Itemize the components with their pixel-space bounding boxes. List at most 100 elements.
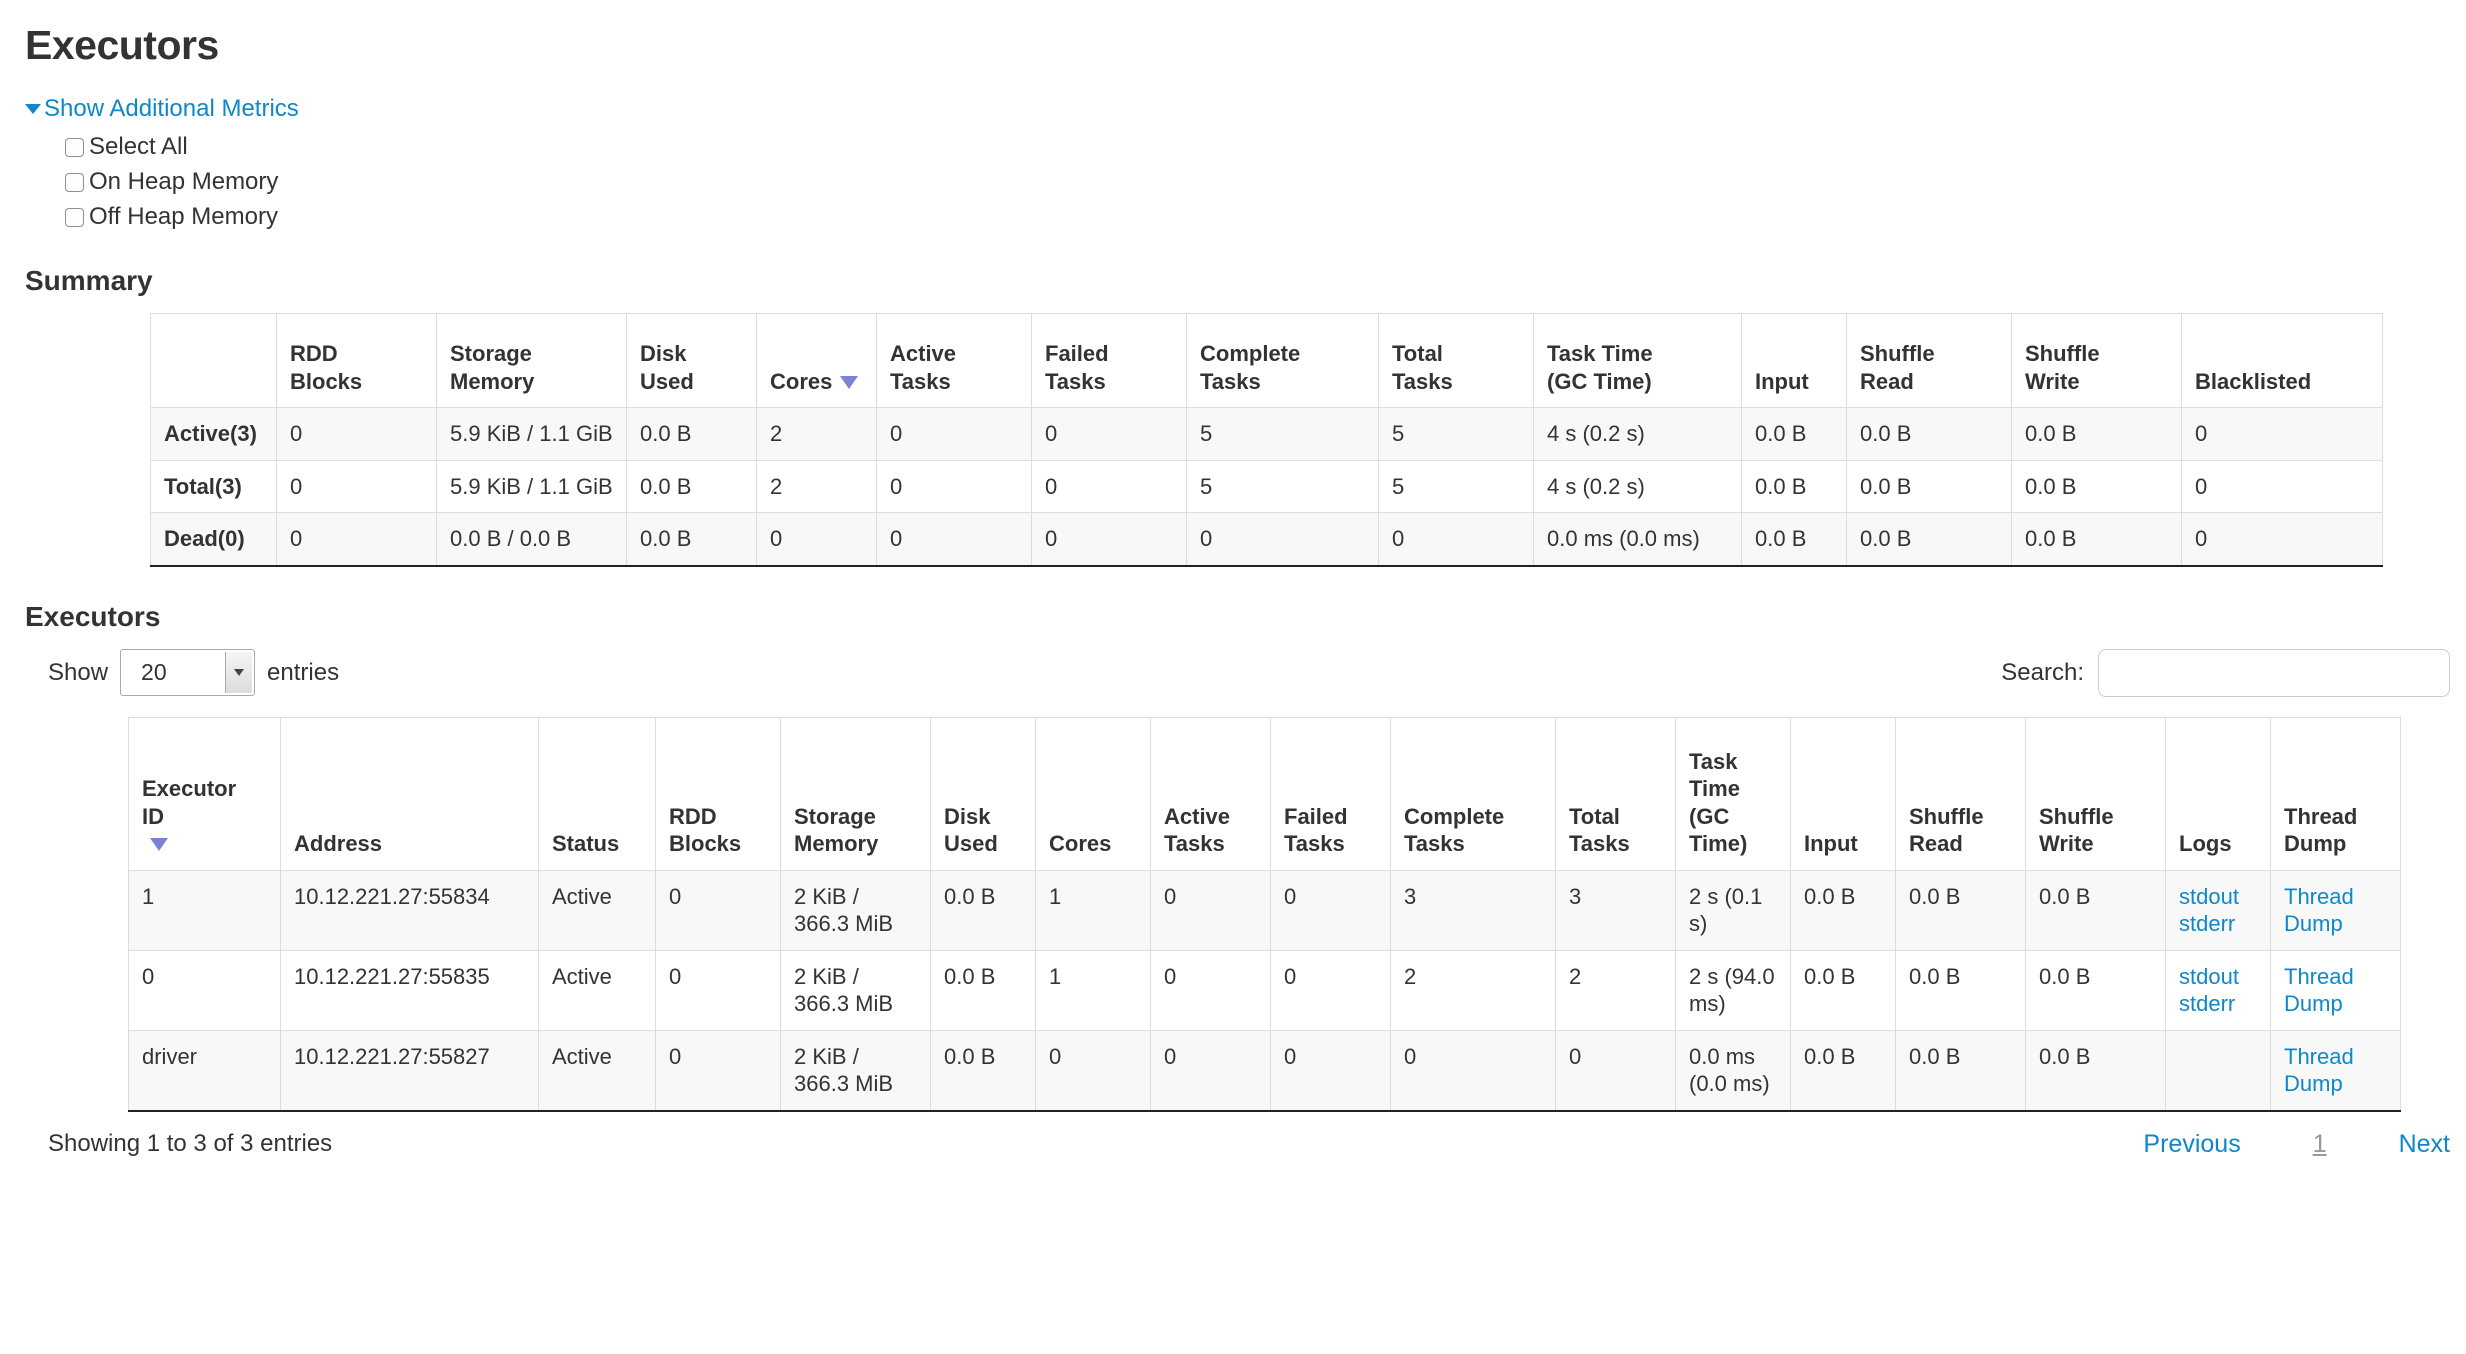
cell-cores: 1 (1035, 950, 1151, 1030)
col-header-total-tasks[interactable]: Total Tasks (1555, 717, 1676, 871)
cell-status: Active (538, 1030, 656, 1111)
cell-rdd-blocks: 0 (276, 512, 437, 566)
cell-rdd-blocks: 0 (655, 1030, 781, 1111)
col-header-task-time[interactable]: Task Time (GC Time) (1675, 717, 1791, 871)
table-footer: Showing 1 to 3 of 3 entries Previous 1 N… (48, 1130, 2450, 1159)
table-controls: Show 20 entries Search: (48, 648, 2450, 697)
cell-complete-tasks: 5 (1186, 407, 1379, 460)
col-header-blacklisted[interactable]: Blacklisted (2181, 313, 2383, 408)
col-header-complete-tasks[interactable]: Complete Tasks (1390, 717, 1556, 871)
col-header-shuffle-read[interactable]: Shuffle Read (1895, 717, 2026, 871)
thread-dump-link[interactable]: Thread Dump (2284, 883, 2354, 937)
cell-active-tasks: 0 (1150, 1030, 1271, 1111)
cell-rdd-blocks: 0 (655, 950, 781, 1030)
col-header-active-tasks[interactable]: Active Tasks (1150, 717, 1271, 871)
col-header-total-tasks[interactable]: Total Tasks (1378, 313, 1534, 408)
cell-total-tasks: 0 (1378, 512, 1534, 566)
cell-cores: 0 (1035, 1030, 1151, 1111)
cell-failed-tasks: 0 (1270, 1030, 1391, 1111)
col-header-input[interactable]: Input (1741, 313, 1847, 408)
show-additional-metrics-toggle[interactable]: Show Additional Metrics (25, 95, 299, 123)
col-header-address[interactable]: Address (280, 717, 539, 871)
off-heap-memory-label: Off Heap Memory (89, 203, 278, 230)
select-all-checkbox[interactable] (65, 137, 84, 157)
summary-table-container: RDD Blocks Storage Memory Disk Used Core… (150, 313, 2441, 567)
cell-address: 10.12.221.27:55835 (280, 950, 539, 1030)
cell-shuffle-read: 0.0 B (1895, 950, 2026, 1030)
cell-total-tasks: 5 (1378, 460, 1534, 513)
col-header-storage-memory[interactable]: Storage Memory (436, 313, 627, 408)
col-header-logs[interactable]: Logs (2165, 717, 2271, 871)
thread-dump-link[interactable]: Thread Dump (2284, 1043, 2354, 1097)
sort-desc-icon (150, 838, 168, 851)
checkbox-row-off-heap-memory: Off Heap Memory (65, 203, 2441, 231)
search-input[interactable] (2098, 648, 2450, 697)
cell-complete-tasks: 5 (1186, 460, 1379, 513)
cell-active-tasks: 0 (876, 460, 1032, 513)
cell-total-tasks: 0 (1555, 1030, 1676, 1111)
col-header-thread-dump[interactable]: Thread Dump (2270, 717, 2401, 871)
cell-thread-dump: Thread Dump (2270, 1030, 2401, 1111)
cell-shuffle-write: 0.0 B (2011, 512, 2182, 566)
col-header-task-time[interactable]: Task Time (GC Time) (1533, 313, 1742, 408)
cell-storage-memory: 2 KiB / 366.3 MiB (780, 870, 931, 950)
table-row: Total(3) 0 5.9 KiB / 1.1 GiB 0.0 B 2 0 0… (150, 460, 2383, 513)
col-header-rdd-blocks[interactable]: RDD Blocks (276, 313, 437, 408)
cell-task-time: 2 s (0.1 s) (1675, 870, 1791, 950)
next-page-button[interactable]: Next (2398, 1129, 2450, 1158)
col-header-failed-tasks[interactable]: Failed Tasks (1270, 717, 1391, 871)
summary-table: RDD Blocks Storage Memory Disk Used Core… (150, 313, 2383, 567)
entries-select[interactable]: 20 (120, 649, 256, 696)
table-row: Active(3) 0 5.9 KiB / 1.1 GiB 0.0 B 2 0 … (150, 407, 2383, 460)
showing-entries-text: Showing 1 to 3 of 3 entries (48, 1130, 333, 1157)
select-all-label: Select All (89, 133, 188, 160)
col-header-active-tasks[interactable]: Active Tasks (876, 313, 1032, 408)
col-header-executor-id[interactable]: Executor ID (128, 717, 281, 871)
col-header-cores[interactable]: Cores (1035, 717, 1151, 871)
row-label-dead: Dead(0) (150, 512, 277, 566)
col-header-input[interactable]: Input (1790, 717, 1896, 871)
off-heap-memory-checkbox[interactable] (65, 207, 84, 227)
cell-disk-used: 0.0 B (930, 870, 1036, 950)
cell-shuffle-read: 0.0 B (1846, 460, 2012, 513)
thread-dump-link[interactable]: Thread Dump (2284, 963, 2354, 1017)
summary-header-row: RDD Blocks Storage Memory Disk Used Core… (150, 313, 2383, 408)
previous-page-button[interactable]: Previous (2143, 1129, 2241, 1158)
col-header-disk-used[interactable]: Disk Used (930, 717, 1036, 871)
cell-total-tasks: 5 (1378, 407, 1534, 460)
col-header-shuffle-write[interactable]: Shuffle Write (2011, 313, 2182, 408)
col-header-disk-used[interactable]: Disk Used (626, 313, 757, 408)
stderr-link[interactable]: stderr (2179, 991, 2236, 1016)
show-additional-metrics-label: Show Additional Metrics (44, 95, 299, 122)
stdout-link[interactable]: stdout (2179, 883, 2239, 909)
executors-page: Executors Show Additional Metrics Select… (25, 22, 2450, 1159)
cell-rdd-blocks: 0 (276, 460, 437, 513)
col-header-status[interactable]: Status (538, 717, 656, 871)
search-label: Search: (2001, 658, 2084, 686)
col-header-shuffle-read[interactable]: Shuffle Read (1846, 313, 2012, 408)
show-label: Show (48, 658, 109, 686)
checkbox-row-select-all: Select All (65, 133, 2441, 161)
cell-address: 10.12.221.27:55827 (280, 1030, 539, 1111)
table-row: 0 10.12.221.27:55835 Active 0 2 KiB / 36… (128, 950, 2401, 1030)
stderr-link[interactable]: stderr (2179, 911, 2236, 936)
col-header-complete-tasks[interactable]: Complete Tasks (1186, 313, 1379, 408)
cell-storage-memory: 2 KiB / 366.3 MiB (780, 1030, 931, 1111)
cell-input: 0.0 B (1741, 460, 1847, 513)
on-heap-memory-checkbox[interactable] (65, 172, 84, 192)
col-header-shuffle-write[interactable]: Shuffle Write (2025, 717, 2166, 871)
cell-logs (2165, 1030, 2271, 1111)
col-header-rdd-blocks[interactable]: RDD Blocks (655, 717, 781, 871)
cell-failed-tasks: 0 (1031, 512, 1187, 566)
stdout-link[interactable]: stdout (2179, 963, 2239, 989)
cell-failed-tasks: 0 (1270, 870, 1391, 950)
page-number-1[interactable]: 1 (2312, 1129, 2327, 1158)
cell-cores: 2 (756, 407, 877, 460)
cell-complete-tasks: 2 (1390, 950, 1556, 1030)
cell-task-time: 4 s (0.2 s) (1533, 460, 1742, 513)
col-header-failed-tasks[interactable]: Failed Tasks (1031, 313, 1187, 408)
col-header-cores[interactable]: Cores (756, 313, 877, 408)
cell-disk-used: 0.0 B (626, 407, 757, 460)
cell-storage-memory: 2 KiB / 366.3 MiB (780, 950, 931, 1030)
col-header-storage-memory[interactable]: Storage Memory (780, 717, 931, 871)
